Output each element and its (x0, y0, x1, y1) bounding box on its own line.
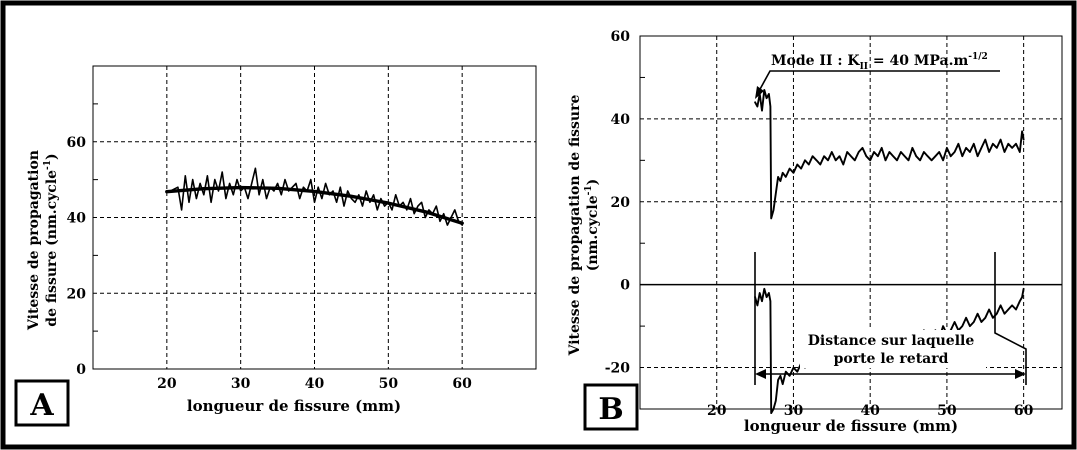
chart-b-y-label-close: ) (585, 179, 601, 186)
distance-arrowhead-left (755, 369, 766, 379)
chart-b-panel-box (583, 383, 639, 431)
distance-label-line1: Distance sur laquelle (808, 333, 975, 349)
chart-a-panel-label: A (29, 388, 54, 423)
chart-b-y-tick-labels: -20 0 20 40 60 (605, 29, 631, 377)
distance-arrowhead-right (1015, 369, 1026, 379)
chart-a-y-tick-labels: 0 20 40 60 (67, 135, 87, 378)
chart-a-x-tick-label: 50 (379, 376, 399, 392)
chart-b-y-tick-label: -20 (605, 361, 631, 377)
chart-b-x-tick-label: 60 (1014, 403, 1034, 419)
chart-a-x-tick-label: 60 (452, 376, 472, 392)
chart-a-y-label-main: de fissure (nm.cycle (44, 170, 60, 327)
chart-b-x-axis-label: longueur de fissure (mm) (744, 417, 958, 435)
chart-a-panel-box (14, 379, 70, 427)
chart-b-y-label-sup: -1 (584, 185, 594, 195)
chart-a-y-label-close: ) (44, 153, 60, 160)
chart-b-mode-annotation: Mode II : KII = 40 MPa.m-1/2 (755, 52, 1000, 99)
chart-b-x-tick-label: 40 (860, 403, 880, 419)
chart-a-grid (93, 66, 536, 370)
chart-b-series-line-1 (754, 88, 1025, 220)
mode-leader-line (758, 70, 1000, 92)
chart-b-x-tick-label: 30 (784, 403, 804, 419)
chart-b-y-tick-label: 60 (611, 29, 631, 45)
chart-a-y-label-line2: de fissure (nm.cycle-1) (43, 153, 60, 326)
chart-a-series (165, 167, 464, 226)
chart-a-y-tick-label: 40 (67, 211, 87, 227)
chart-a-x-tick-label: 40 (305, 376, 325, 392)
mode-label-pre: Mode II : K (771, 53, 860, 69)
chart-b-panel-label: B (598, 392, 623, 427)
chart-b-x-tick-label: 20 (707, 403, 727, 419)
chart-b-y-tick-label: 20 (611, 195, 631, 211)
mode-label-mid: = 40 MPa.m (868, 53, 968, 69)
chart-a-y-label-sup: -1 (43, 160, 53, 170)
distance-label-line2: porte le retard (834, 351, 949, 367)
chart-b-distance-annotation: Distance sur laquelle porte le retard (754, 252, 1027, 385)
chart-a-x-tick-label: 30 (231, 376, 251, 392)
chart-a-y-tick-label: 20 (67, 286, 87, 302)
chart-a-x-axis-label: longueur de fissure (mm) (187, 397, 401, 415)
chart-a-x-tick-labels: 20 30 40 50 60 (157, 376, 472, 392)
chart-b-minor-ticks (640, 76, 645, 327)
mode-arrowhead (755, 86, 764, 99)
chart-a-x-tick-label: 20 (157, 376, 177, 392)
chart-a: 0 20 40 60 20 30 40 50 60 longueur de fissure (… (14, 65, 537, 427)
mode-label-sup: -1/2 (968, 52, 988, 62)
chart-a-series-line-1 (169, 167, 464, 226)
chart-b-y-axis-label: Vitesse de propagation de fissure (nm.cy… (567, 95, 601, 357)
chart-b-y-tick-label: 40 (611, 112, 631, 128)
chart-b: -20 0 20 40 60 20 30 40 50 60 Mode II : KII = 40… (567, 29, 1063, 435)
chart-b-x-tick-label: 50 (937, 403, 957, 419)
mode-label: Mode II : KII = 40 MPa.m-1/2 (771, 52, 988, 72)
chart-a-y-tick-label: 0 (76, 362, 86, 378)
chart-a-y-tick-label: 60 (67, 135, 87, 151)
chart-b-y-label-line1: Vitesse de propagation de fissure (567, 95, 583, 357)
mode-label-sub: II (860, 62, 868, 72)
chart-a-minor-ticks (93, 103, 98, 332)
distance-label-bg (800, 330, 986, 368)
chart-a-series-line-2 (165, 185, 464, 225)
chart-a-y-axis-label: Vitesse de propagation de fissure (nm.cy… (26, 150, 60, 331)
distance-end-line (994, 252, 1027, 385)
chart-b-y-label-line2: (nm.cycle-1) (584, 179, 601, 272)
chart-b-y-tick-label: 0 (620, 278, 630, 294)
chart-b-x-tick-labels: 20 30 40 50 60 (707, 403, 1034, 419)
chart-b-y-label-main: (nm.cycle (585, 195, 601, 271)
chart-a-y-label-line1: Vitesse de propagation (26, 150, 42, 331)
